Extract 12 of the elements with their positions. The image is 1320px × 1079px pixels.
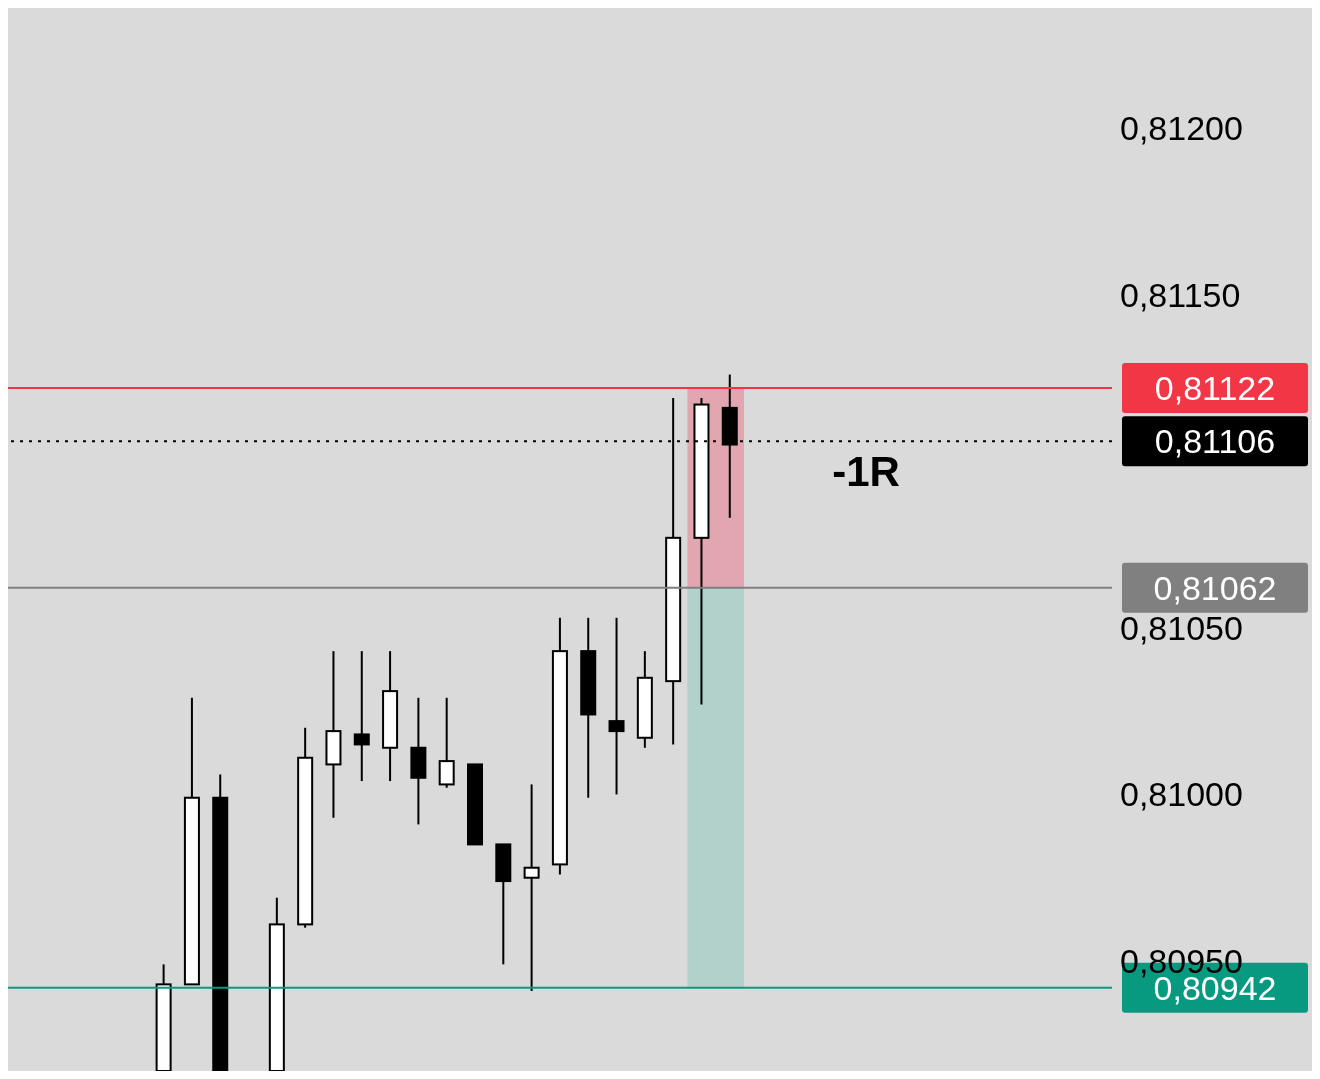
ref-line-label: 0,81122 [1154,368,1276,407]
candlestick [353,650,370,783]
candlestick [438,696,455,789]
y-tick-label: 0,81150 [1120,275,1241,314]
y-tick-label: 0,81050 [1120,608,1243,647]
y-tick-label: 0,81000 [1120,775,1243,814]
ref-line-label: 0,81106 [1154,422,1276,461]
candlestick [608,616,625,796]
annotation: -1R [832,448,900,495]
ref-line-label: 0,81062 [1153,568,1277,607]
candlestick [523,783,540,993]
y-tick-label: 0,81200 [1120,109,1243,148]
